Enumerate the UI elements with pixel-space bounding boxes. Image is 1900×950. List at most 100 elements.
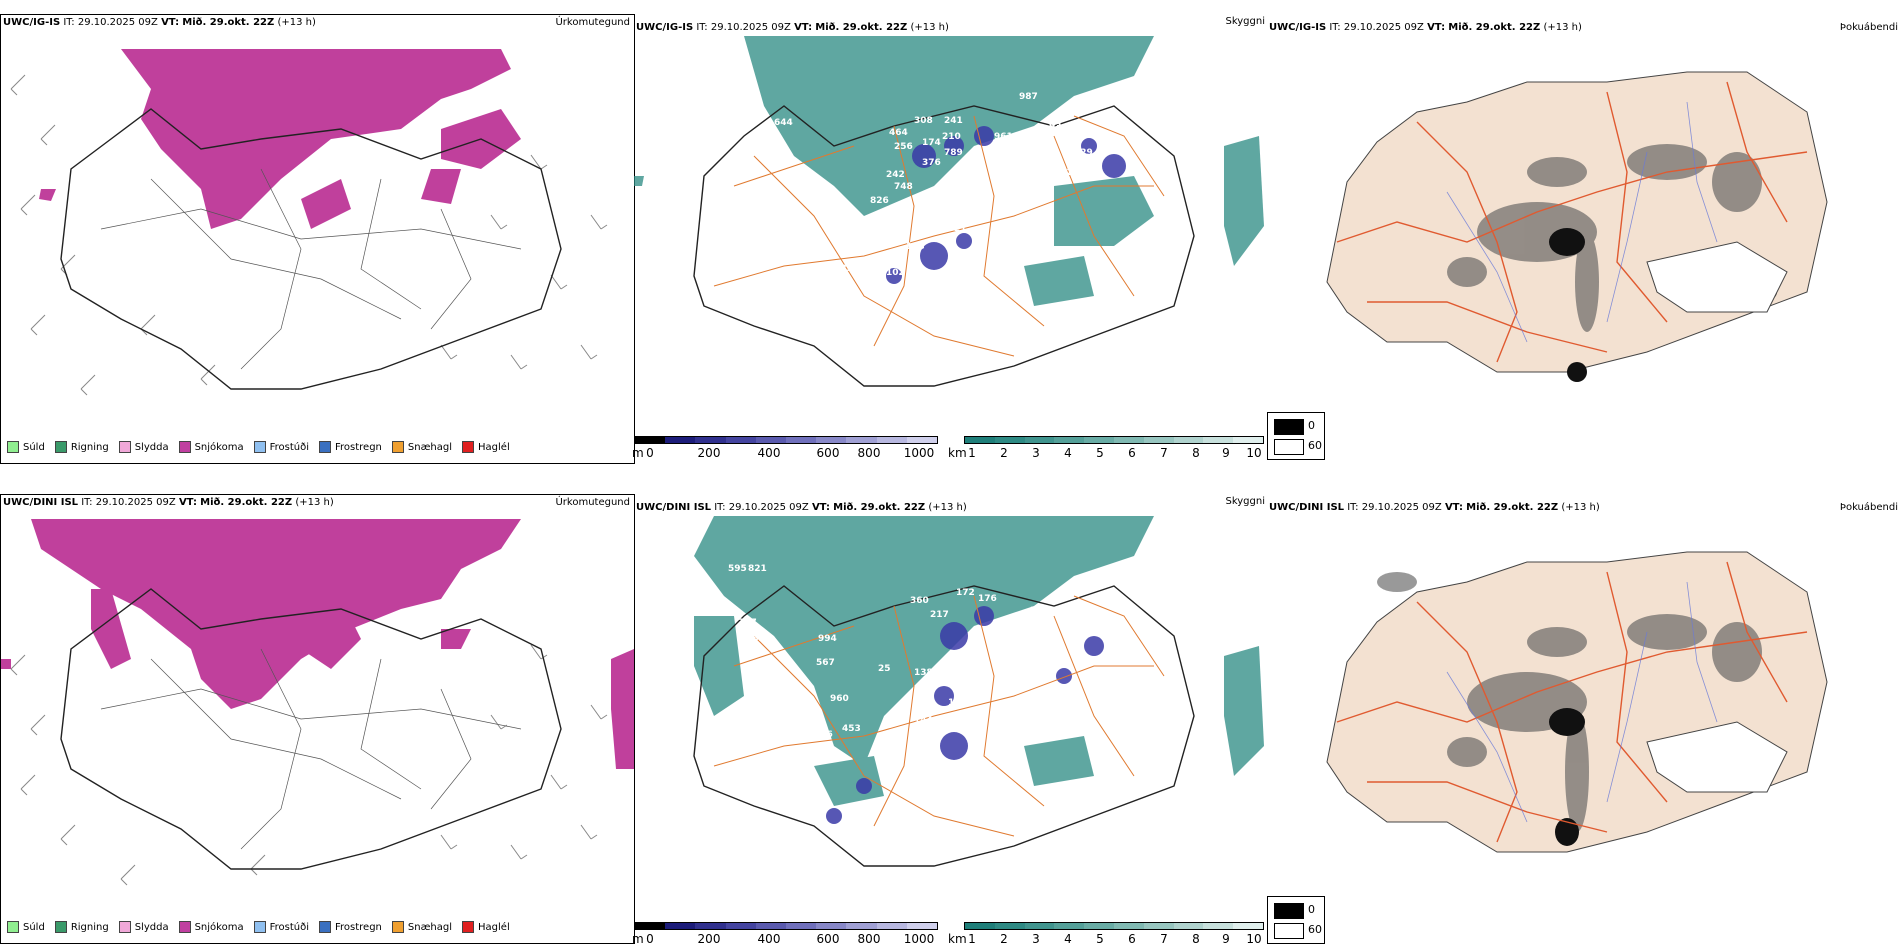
legend-item: Frostregn [319,441,382,453]
cloud-label: 172 [956,588,975,598]
fog-swatch-high [1274,903,1304,919]
legend-item: Súld [7,441,45,453]
legend-item: Haglél [462,441,510,453]
fog-swatch-low [1274,923,1304,939]
cloud-label: 183 [834,264,853,274]
legend-item: Slydda [118,921,169,933]
legend-swatch [118,921,131,933]
vis-tick: 8 [1192,446,1200,460]
cloud-label: 748 [894,182,913,192]
legend-item: Snjókoma [178,921,244,933]
vis-tick: 5 [1096,446,1104,460]
fog-map [1267,522,1900,896]
vis-tick: 6 [1128,932,1136,946]
fog-swatch-high [1274,419,1304,435]
precip-panel-2: UWC/DINI ISL IT: 29.10.2025 09Z VT: Mið.… [0,494,635,944]
visibility-unit: km [948,932,967,946]
cloud-label: 595 [728,564,747,574]
legend-swatch [118,441,131,453]
fog-panel-1: UWC/IG-IS IT: 29.10.2025 09Z VT: Mið. 29… [1267,12,1900,412]
legend-item: Snæhagl [391,441,452,453]
fog-swatch-low [1274,439,1304,455]
fog-areas [694,516,1264,806]
panel-header: UWC/DINI ISL IT: 29.10.2025 09Z VT: Mið.… [1269,502,1600,513]
ceiling-tick: 1000 [903,446,935,460]
legend-item: Rigning [54,921,109,933]
cloud-label: 308 [914,116,933,126]
panel-header: UWC/DINI ISL IT: 29.10.2025 09Z VT: Mið.… [636,502,967,513]
ceiling-tick: 1000 [903,932,935,946]
vis-tick: 3 [1032,446,1040,460]
cloud-label: 994 [818,634,837,644]
ceiling-tick: 0 [646,932,654,946]
legend-item: Snjókoma [178,441,244,453]
fog-areas [634,36,1264,306]
ceiling-colorbar: m 0 200 400 600 800 1000 [632,436,938,462]
ceiling-unit: m [632,446,644,460]
legend-swatch [7,441,19,453]
vis-tick: 7 [1160,446,1168,460]
fog-index-shading [1447,144,1762,332]
cloud-label: 453 [842,724,861,734]
cloud-label: 129 [1074,148,1093,158]
legend-swatch [253,921,266,933]
vis-tick: 6 [1128,446,1136,460]
cloud-map: 595 821 787 863 994 541 567 25 360 217 1… [634,516,1267,906]
ceiling-tick: 800 [857,932,881,946]
legend-item: Rigning [54,441,109,453]
cloud-label: 241 [944,116,963,126]
legend-item: Frostregn [319,921,382,933]
legend-swatch [54,441,67,453]
cloud-panel-2: UWC/DINI ISL IT: 29.10.2025 09Z VT: Mið.… [632,492,1267,950]
legend-swatch [253,441,266,453]
precip-panel-1: UWC/IG-IS IT: 29.10.2025 09Z VT: Mið. 29… [0,14,635,464]
cloud-label: 787 [738,618,757,628]
vis-tick: 1 [968,446,976,460]
vis-tick: 9 [1222,446,1230,460]
vis-tick: 2 [1000,932,1008,946]
legend-item: Frostúði [253,921,309,933]
vis-tick: 10 [1246,446,1262,460]
legend-swatch [319,921,331,933]
cloud-label: 242 [886,170,905,180]
snow-areas [39,49,521,229]
visibility-colorbar: km 1 2 3 4 5 6 7 8 9 10 [948,436,1264,462]
cloud-label: 138 [914,668,933,678]
cloud-label: 25 [878,664,891,674]
cloud-label: 153 [906,242,925,252]
ceiling-ticks: 0 200 400 600 800 1000 [634,446,938,460]
panel-header: UWC/DINI ISL IT: 29.10.2025 09Z VT: Mið.… [3,497,334,508]
vis-tick: 4 [1064,446,1072,460]
fog-legend-1: 0 60 [1267,412,1325,460]
ceiling-ticks: 0 200 400 600 800 1000 [634,932,938,946]
fog-legend-2: 0 60 [1267,896,1325,944]
panel-header: UWC/IG-IS IT: 29.10.2025 09Z VT: Mið. 29… [3,17,316,28]
cloud-label: 863 [746,634,765,644]
visibility-unit: km [948,446,967,460]
ceiling-tick: 400 [757,446,781,460]
fog-title: Þokuábendi [1839,502,1898,513]
low-cloud-areas [886,126,1126,284]
cloud-label: 961 [994,132,1013,142]
cloud-panel-1: UWC/IG-IS IT: 29.10.2025 09Z VT: Mið. 29… [632,12,1267,462]
cloud-label: 464 [889,128,908,138]
cloud-label: 541 [744,668,763,678]
row-2: UWC/DINI ISL IT: 29.10.2025 09Z VT: Mið.… [0,492,1900,950]
precip-legend: Súld Rigning Slydda Snjókoma Frostúði Fr… [7,441,510,453]
ceiling-tick: 800 [857,446,881,460]
legend-item: Frostúði [253,441,309,453]
ceiling-tick: 600 [816,932,840,946]
cloud-label: 217 [930,610,949,620]
cloud-label: 360 [910,596,929,606]
cloud-label: 174 [922,138,941,148]
precip-legend: Súld Rigning Slydda Snjókoma Frostúði Fr… [7,921,510,933]
cloud-label: 567 [816,658,835,668]
cloud-label: 256 [894,142,913,152]
legend-swatch [7,921,19,933]
ceiling-tick: 600 [816,446,840,460]
vis-tick: 4 [1064,932,1072,946]
cloud-label: 376 [922,158,941,168]
precip-map [1,509,634,907]
cloud-label: 644 [774,118,793,128]
legend-swatch [319,441,331,453]
